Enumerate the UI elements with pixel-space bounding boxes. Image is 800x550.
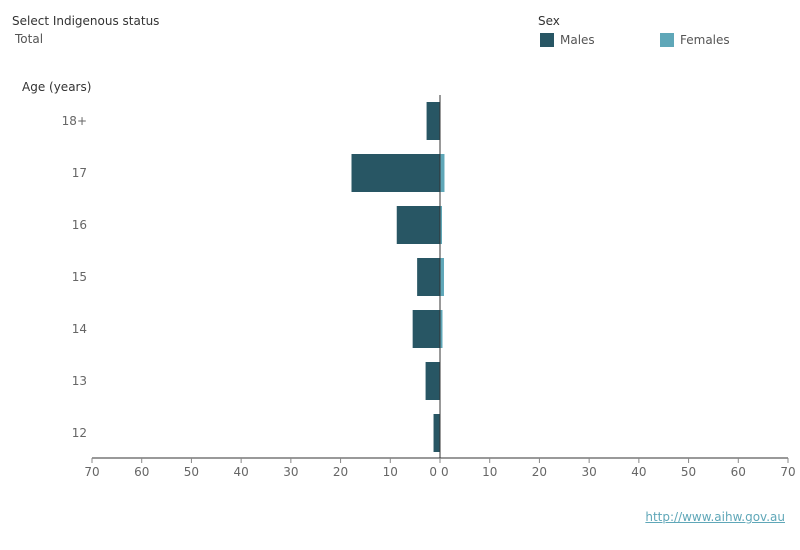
x-tick-label-left-70: 70 — [84, 465, 99, 479]
legend-label-females: Females — [680, 33, 730, 47]
legend-label-males: Males — [560, 33, 595, 47]
male-bar-13 — [425, 362, 440, 400]
age-label-15: 15 — [72, 270, 87, 284]
x-tick-label-right-60: 60 — [731, 465, 746, 479]
x-tick-label-left-50: 50 — [184, 465, 199, 479]
x-tick-label-left-30: 30 — [283, 465, 298, 479]
population-pyramid-chart: Age (years) 18+ 17 16 15 14 13 12 70 60 50 40 30 20 10… — [22, 80, 796, 479]
female-bar-16 — [440, 206, 442, 244]
x-tick-label-right-0: 0 — [441, 465, 449, 479]
male-bar-12 — [433, 414, 440, 452]
legend-item-males[interactable]: Males — [540, 33, 595, 47]
x-tick-label-right-20: 20 — [532, 465, 547, 479]
x-tick-label-left-60: 60 — [134, 465, 149, 479]
x-tick-label-right-40: 40 — [631, 465, 646, 479]
age-label-12: 12 — [72, 426, 87, 440]
male-bar-18plus — [426, 102, 440, 140]
filter-label: Select Indigenous status — [12, 14, 160, 28]
x-tick-label-right-30: 30 — [582, 465, 597, 479]
legend: Sex Males Females — [538, 14, 788, 54]
aihw-website-link[interactable]: http://www.aihw.gov.au — [645, 510, 785, 524]
x-tick-label-right-10: 10 — [482, 465, 497, 479]
female-bar-14 — [440, 310, 443, 348]
age-label-14: 14 — [72, 322, 87, 336]
x-tick-label-left-10: 10 — [383, 465, 398, 479]
age-label-13: 13 — [72, 374, 87, 388]
males-swatch — [540, 33, 554, 47]
x-tick-label-left-20: 20 — [333, 465, 348, 479]
legend-item-females[interactable]: Females — [660, 33, 730, 47]
x-tick-label-right-70: 70 — [780, 465, 795, 479]
male-bar-14 — [412, 310, 440, 348]
male-bar-15 — [417, 258, 440, 296]
female-bar-17 — [440, 154, 445, 192]
x-tick-label-right-50: 50 — [681, 465, 696, 479]
male-bar-17 — [351, 154, 440, 192]
age-label-17: 17 — [72, 166, 87, 180]
x-tick-label-left-0: 0 — [429, 465, 437, 479]
females-swatch — [660, 33, 674, 47]
age-label-16: 16 — [72, 218, 87, 232]
filter-value[interactable]: Total — [15, 32, 44, 46]
age-label-18plus: 18+ — [62, 114, 87, 128]
legend-title: Sex — [538, 14, 560, 28]
x-tick-label-left-40: 40 — [234, 465, 249, 479]
female-bar-15 — [440, 258, 444, 296]
male-bar-16 — [396, 206, 440, 244]
indigenous-status-filter[interactable]: Select Indigenous status Total — [12, 14, 159, 46]
y-axis-title: Age (years) — [22, 80, 91, 94]
